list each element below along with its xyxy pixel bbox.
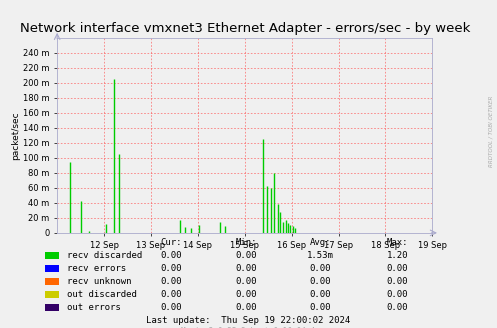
Text: 1.53m: 1.53m [307,251,334,260]
Text: Last update:  Thu Sep 19 22:00:02 2024: Last update: Thu Sep 19 22:00:02 2024 [147,316,350,325]
Text: 0.00: 0.00 [310,303,331,312]
Text: 0.00: 0.00 [387,303,409,312]
Text: 0.00: 0.00 [161,290,182,299]
Text: Max:: Max: [387,237,409,247]
Text: 0.00: 0.00 [387,290,409,299]
Text: 0.00: 0.00 [161,277,182,286]
Text: out errors: out errors [67,303,121,312]
Text: Min:: Min: [235,237,257,247]
Text: 0.00: 0.00 [161,303,182,312]
Text: 0.00: 0.00 [161,264,182,273]
Text: 0.00: 0.00 [387,277,409,286]
Y-axis label: packet/sec: packet/sec [11,111,20,160]
Text: RRDTOOL / TOBI OETIKER: RRDTOOL / TOBI OETIKER [489,95,494,167]
Text: Munin 2.0.25-2ubuntu0.16.04.4: Munin 2.0.25-2ubuntu0.16.04.4 [181,327,316,328]
Text: 0.00: 0.00 [387,264,409,273]
Title: Network interface vmxnet3 Ethernet Adapter - errors/sec - by week: Network interface vmxnet3 Ethernet Adapt… [19,22,470,35]
Text: out discarded: out discarded [67,290,137,299]
Text: recv discarded: recv discarded [67,251,142,260]
Text: recv unknown: recv unknown [67,277,132,286]
Text: 0.00: 0.00 [235,264,257,273]
Text: 0.00: 0.00 [235,303,257,312]
Text: Cur:: Cur: [161,237,182,247]
Text: 0.00: 0.00 [161,251,182,260]
Text: 0.00: 0.00 [235,251,257,260]
Text: 0.00: 0.00 [310,264,331,273]
Text: 0.00: 0.00 [310,290,331,299]
Text: 0.00: 0.00 [235,290,257,299]
Text: Avg:: Avg: [310,237,331,247]
Text: 1.20: 1.20 [387,251,409,260]
Text: recv errors: recv errors [67,264,126,273]
Text: 0.00: 0.00 [310,277,331,286]
Text: 0.00: 0.00 [235,277,257,286]
